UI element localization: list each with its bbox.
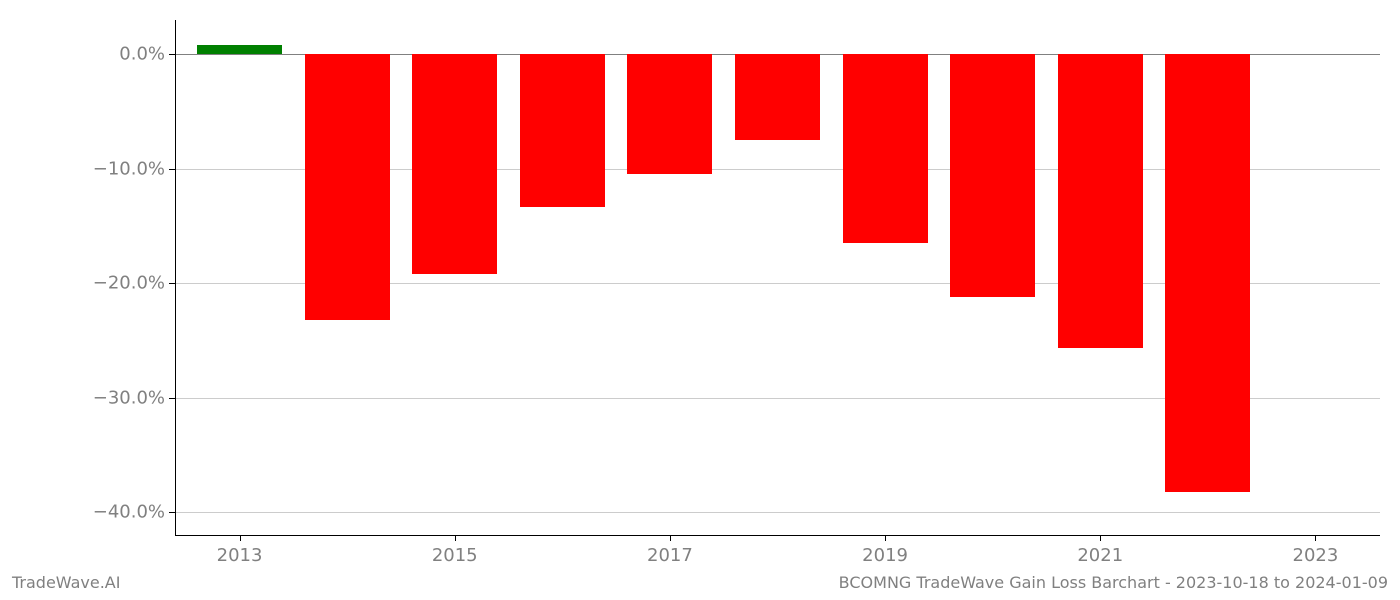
bar [197, 45, 282, 54]
ytick-label: −30.0% [93, 387, 175, 408]
chart-container: −40.0% −30.0% −20.0% −10.0% 0.0% 2013 2015 2017… [0, 0, 1400, 600]
y-axis-line [175, 20, 176, 535]
gridline [175, 512, 1380, 513]
ytick-label: −20.0% [93, 273, 175, 294]
xtick-label: 2013 [217, 535, 263, 566]
bar [735, 54, 820, 140]
xtick-label: 2017 [647, 535, 693, 566]
bar [950, 54, 1035, 297]
xtick-label: 2023 [1293, 535, 1339, 566]
xtick-label: 2021 [1077, 535, 1123, 566]
bar [305, 54, 390, 320]
bar [412, 54, 497, 274]
ytick-label: −40.0% [93, 502, 175, 523]
ytick-label: −10.0% [93, 158, 175, 179]
bar [1058, 54, 1143, 348]
bar [843, 54, 928, 243]
plot-area: −40.0%−30.0%−20.0%−10.0%0.0%201320152017… [175, 20, 1380, 535]
bar [520, 54, 605, 206]
xtick-label: 2019 [862, 535, 908, 566]
footer-left-text: TradeWave.AI [12, 573, 120, 592]
xtick-label: 2015 [432, 535, 478, 566]
bar [1165, 54, 1250, 491]
bar [627, 54, 712, 174]
x-axis-line [175, 535, 1380, 536]
footer-right-text: BCOMNG TradeWave Gain Loss Barchart - 20… [839, 573, 1388, 592]
ytick-label: 0.0% [119, 44, 175, 65]
